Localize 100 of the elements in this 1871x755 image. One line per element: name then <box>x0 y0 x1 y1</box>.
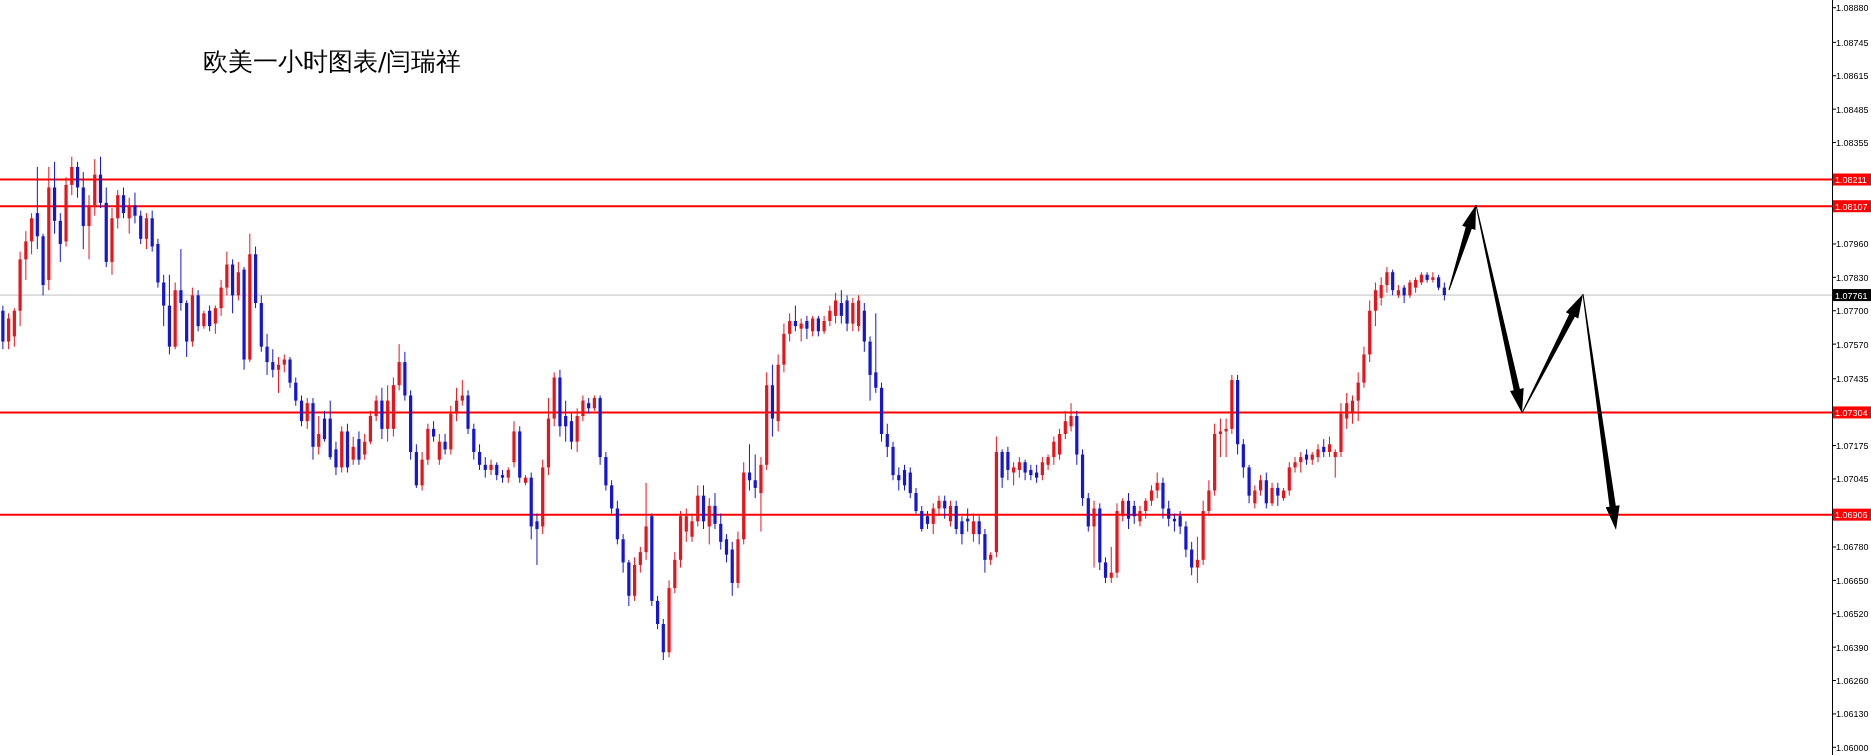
candlestick <box>7 312 11 350</box>
candlestick <box>351 436 355 466</box>
candlestick <box>811 315 815 337</box>
candlestick <box>799 317 803 343</box>
candlestick <box>805 315 809 340</box>
candlestick <box>621 533 625 574</box>
candlestick <box>1207 479 1211 517</box>
y-tick-label: 1.06130 <box>1836 709 1869 720</box>
y-tick-label: 1.08485 <box>1836 104 1869 115</box>
candlestick <box>1023 459 1027 481</box>
ref-line-label: 1.07761 <box>1835 290 1868 301</box>
candlestick <box>35 166 39 250</box>
candlestick <box>288 356 292 389</box>
candlestick <box>460 379 464 407</box>
candlestick <box>902 464 907 491</box>
candlestick <box>127 197 131 235</box>
candlestick <box>1126 492 1131 530</box>
candlestick <box>851 297 855 332</box>
candlestick <box>133 192 137 224</box>
candlestick <box>1391 269 1395 296</box>
candlestick <box>1052 436 1056 466</box>
candlestick <box>374 394 378 422</box>
candlestick <box>655 595 660 630</box>
candlestick <box>885 423 889 458</box>
y-tick-label: 1.07570 <box>1836 339 1869 350</box>
candlestick <box>276 356 281 394</box>
candlestick <box>724 533 729 563</box>
candlestick <box>24 230 28 281</box>
candlestick <box>581 394 585 422</box>
candlestick <box>816 315 820 337</box>
candlestick <box>322 410 327 443</box>
y-tick-label: 1.06780 <box>1836 542 1869 553</box>
y-tick-label: 1.06520 <box>1836 609 1869 620</box>
y-tick-label: 1.07700 <box>1836 306 1869 317</box>
candlestick <box>483 456 487 479</box>
candlestick <box>219 279 223 317</box>
candlestick <box>971 513 976 543</box>
candlestick <box>1029 464 1033 481</box>
candlestick <box>753 454 757 499</box>
candlestick <box>1431 271 1435 283</box>
candlestick <box>1046 454 1050 471</box>
candlestick <box>920 505 924 533</box>
candlestick <box>431 420 436 443</box>
candlestick <box>793 305 797 332</box>
candlestick <box>1385 266 1389 294</box>
candlestick <box>1138 505 1142 527</box>
candlestick <box>1132 500 1136 525</box>
candlestick <box>845 294 849 332</box>
candlestick <box>305 397 309 430</box>
candlestick <box>897 466 901 491</box>
candlestick <box>690 513 694 543</box>
candlestick <box>948 500 953 527</box>
y-tick-label: 1.08355 <box>1836 138 1869 149</box>
candlestick <box>1040 456 1044 481</box>
candlestick <box>1121 497 1125 522</box>
candlestick <box>569 412 574 450</box>
candlestick <box>828 305 832 327</box>
candlestick <box>1276 482 1280 507</box>
candlestick <box>1218 418 1222 458</box>
candlestick <box>1149 484 1154 507</box>
candlestick <box>1356 371 1360 422</box>
candlestick <box>443 433 447 456</box>
candlestick <box>236 261 240 301</box>
candlestick <box>472 423 476 461</box>
candlestick <box>121 186 126 219</box>
text: 欧美一小时图表/闫瑞祥 <box>203 47 462 76</box>
candlestick <box>719 513 723 551</box>
y-tick-label: 1.07960 <box>1836 239 1869 250</box>
ref-line-label: 1.06906 <box>1835 510 1868 521</box>
candlestick <box>29 212 34 255</box>
candlestick <box>489 459 493 476</box>
y-tick-label: 1.06390 <box>1836 642 1869 653</box>
candlestick <box>58 212 62 263</box>
candlestick <box>1333 448 1337 479</box>
y-tick-label: 1.07045 <box>1836 474 1869 485</box>
candlestick <box>931 502 935 535</box>
candlestick <box>294 377 298 407</box>
y-tick-label: 1.06260 <box>1836 676 1869 687</box>
candlestick <box>914 487 918 515</box>
candlestick <box>179 248 183 312</box>
candlestick <box>208 305 212 332</box>
candlestick <box>1345 392 1349 430</box>
candlestick <box>116 189 120 230</box>
y-tick-label: 1.07435 <box>1836 374 1869 385</box>
candlestick <box>788 312 792 343</box>
y-tick-label: 1.06650 <box>1836 575 1869 586</box>
candlestick <box>75 161 80 199</box>
candlestick <box>1017 456 1021 479</box>
candlestick <box>87 194 91 260</box>
candlestick <box>1144 497 1148 520</box>
candlestick <box>1063 410 1067 440</box>
candlestick <box>1379 276 1383 307</box>
candlestick <box>707 497 711 545</box>
y-tick-label: 1.07830 <box>1836 272 1869 283</box>
candlestick <box>834 292 838 325</box>
candlestick <box>397 343 401 391</box>
candlestick <box>1241 438 1245 479</box>
candlestick <box>477 443 482 471</box>
candlestick <box>299 394 304 427</box>
candlestick <box>225 251 229 296</box>
